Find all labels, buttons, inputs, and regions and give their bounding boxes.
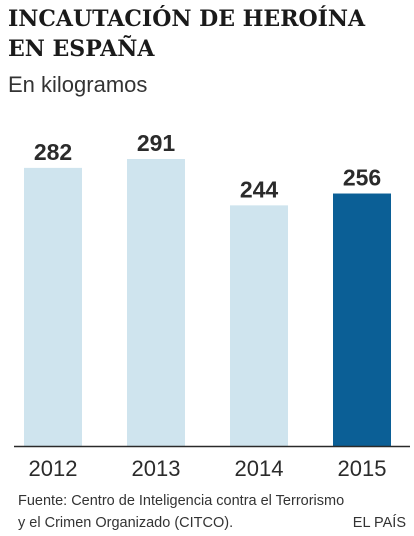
value-label-2013: 291 — [137, 130, 176, 156]
source-note: Fuente: Centro de Inteligencia contra el… — [18, 490, 406, 534]
value-label-2012: 282 — [34, 139, 72, 165]
bar-2012 — [24, 167, 82, 446]
category-label-2012: 2012 — [29, 456, 78, 481]
bar-chart: 282 2012 291 2013 244 2014 256 2015 — [14, 130, 410, 481]
value-label-2015: 256 — [343, 165, 381, 191]
category-label-2013: 2013 — [132, 456, 181, 481]
value-label-2014: 244 — [240, 176, 279, 202]
credit-label: EL PAÍS — [352, 515, 406, 531]
chart-title: INCAUTACIÓN DE HEROÍNA EN ESPAÑA — [8, 6, 366, 62]
bar-2015 — [333, 193, 391, 446]
bar-2014 — [230, 205, 288, 446]
category-label-2014: 2014 — [235, 456, 284, 481]
source-line-2: y el Crimen Organizado (CITCO). — [18, 515, 234, 531]
bar-2013 — [127, 159, 185, 446]
category-label-2015: 2015 — [338, 456, 387, 481]
source-line-1: Fuente: Centro de Inteligencia contra el… — [18, 493, 345, 509]
chart-subtitle: En kilogramos — [8, 72, 148, 97]
